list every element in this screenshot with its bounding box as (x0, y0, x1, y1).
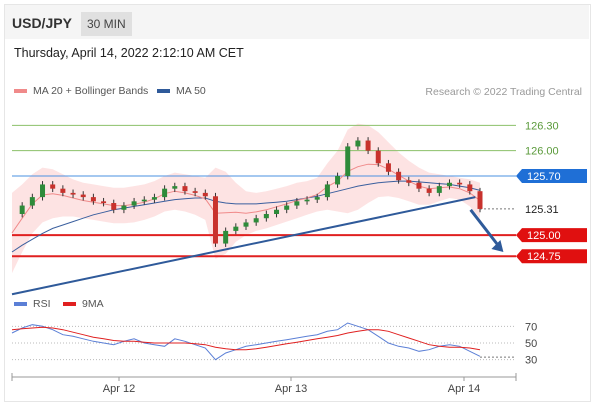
credit-text: Research © 2022 Trading Central (425, 86, 582, 98)
legend-9ma: 9MA (63, 298, 104, 310)
candle-body (426, 188, 432, 193)
level-tag-125.70 (516, 169, 587, 183)
candle-body (436, 186, 442, 193)
candle-body (121, 205, 127, 210)
candle-body (284, 205, 290, 210)
candle-body (335, 176, 341, 185)
candle-body (365, 140, 371, 151)
candle-body (50, 184, 56, 189)
trendline (11, 196, 476, 296)
candle-body (355, 140, 361, 147)
legend-rsi: RSI (14, 298, 51, 310)
candle-body (19, 205, 25, 214)
level-label-124.75: 124.75 (527, 251, 561, 263)
level-label-126.00: 126.00 (525, 146, 559, 158)
legend-ma50-swatch (157, 89, 170, 93)
x-tick-label: Apr 12 (103, 383, 135, 395)
legend-9ma-label: 9MA (82, 298, 104, 310)
candle-body (396, 171, 402, 181)
candle-body (477, 191, 483, 209)
legend-ma50-label: MA 50 (176, 85, 206, 97)
forecast-arrow-head (491, 240, 504, 252)
candle-body (416, 182, 422, 189)
candle-body (253, 218, 259, 223)
candle-body (467, 184, 473, 192)
candle-body (80, 194, 86, 198)
level-label-125.70: 125.70 (527, 171, 561, 183)
rsi-tick-label: 30 (525, 355, 537, 367)
candle-body (375, 150, 381, 164)
rsi-tick-label: 50 (525, 338, 537, 350)
legend-rsi-swatch (14, 302, 27, 306)
timeframe-button[interactable]: 30 MIN (81, 12, 132, 36)
level-tag-124.75 (516, 249, 587, 264)
candle-body (70, 192, 76, 195)
candle-body (90, 197, 96, 202)
legend-ma-bb-label: MA 20 + Bollinger Bands (33, 85, 149, 97)
bollinger-band (12, 123, 480, 274)
candle-body (111, 203, 117, 210)
x-tick-label: Apr 14 (448, 383, 480, 395)
level-label-125.31: 125.31 (525, 204, 559, 216)
rsi-line (11, 322, 481, 361)
candle-body (243, 222, 249, 227)
legend-ma-bb-swatch (14, 89, 27, 93)
candle-body (345, 146, 351, 176)
level-label-125.00: 125.00 (527, 230, 561, 242)
legend-ma50: MA 50 (157, 85, 206, 97)
ma50-line (11, 180, 481, 253)
candle-body (60, 188, 66, 193)
candle-body (182, 186, 188, 192)
candle-body (202, 192, 208, 197)
candle-body (212, 196, 218, 244)
legend-ma-bb: MA 20 + Bollinger Bands (14, 85, 148, 97)
candle-body (314, 197, 320, 200)
candle-body (263, 214, 269, 219)
candle-body (131, 201, 137, 206)
candle-body (223, 230, 229, 244)
candle-body (101, 201, 107, 204)
timestamp: Thursday, April 14, 2022 2:12:10 AM CET (14, 46, 244, 60)
candle-body (324, 184, 330, 198)
candle-body (406, 180, 412, 183)
level-label-126.30: 126.30 (525, 120, 559, 132)
level-tag-125.00 (516, 228, 587, 243)
candle-body (151, 197, 157, 200)
candle-body (274, 209, 280, 214)
symbol-label: USD/JPY (12, 15, 72, 31)
candle-body (172, 186, 178, 189)
candle-body (304, 199, 310, 202)
ma20-line (11, 163, 481, 234)
rsi-9ma-line (11, 326, 481, 351)
candle-body (233, 226, 239, 231)
candle-body (294, 201, 300, 206)
candle-body (29, 197, 35, 206)
candle-body (141, 199, 147, 202)
candle-body (162, 188, 168, 198)
candle-body (385, 163, 391, 172)
rsi-tick-label: 70 (525, 321, 537, 333)
x-tick-label: Apr 13 (275, 383, 307, 395)
legend-9ma-swatch (63, 302, 76, 306)
candle-body (457, 182, 463, 185)
candle-body (192, 191, 198, 193)
legend-rsi-label: RSI (33, 298, 51, 310)
candle-body (40, 184, 46, 198)
forecast-arrow-shaft (469, 208, 501, 248)
candle-body (446, 182, 452, 187)
